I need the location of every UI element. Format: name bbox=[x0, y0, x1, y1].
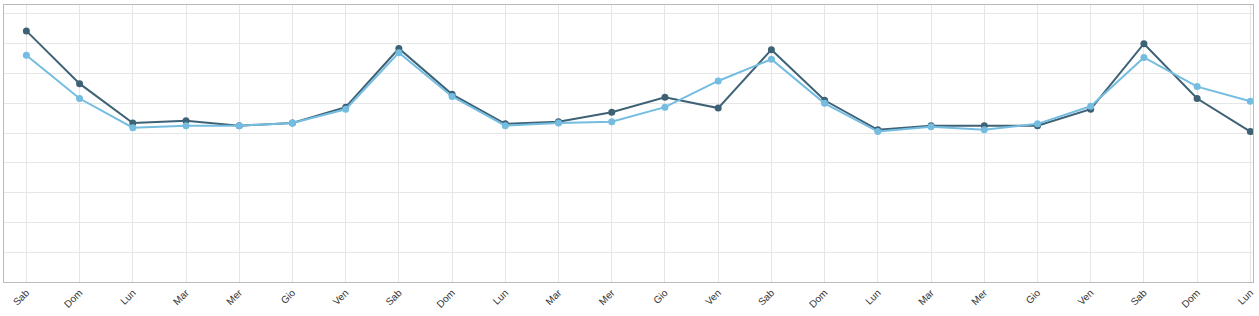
svg-text:Gio: Gio bbox=[651, 287, 670, 306]
svg-text:Mer: Mer bbox=[224, 287, 244, 307]
svg-text:Sab: Sab bbox=[1128, 287, 1149, 308]
svg-text:Dom: Dom bbox=[62, 287, 85, 310]
svg-text:Mar: Mar bbox=[544, 287, 564, 307]
svg-text:Lun: Lun bbox=[863, 287, 883, 307]
svg-text:Dom: Dom bbox=[434, 287, 457, 310]
svg-text:Dom: Dom bbox=[807, 287, 830, 310]
svg-text:Mer: Mer bbox=[969, 287, 989, 307]
svg-text:Gio: Gio bbox=[279, 287, 298, 306]
svg-text:Sab: Sab bbox=[756, 287, 777, 308]
svg-text:Lun: Lun bbox=[1236, 287, 1256, 307]
svg-text:Ven: Ven bbox=[331, 287, 351, 307]
svg-text:Mer: Mer bbox=[597, 287, 617, 307]
svg-text:Lun: Lun bbox=[491, 287, 511, 307]
svg-text:Gio: Gio bbox=[1024, 287, 1043, 306]
svg-text:Lun: Lun bbox=[118, 287, 138, 307]
svg-text:Ven: Ven bbox=[1076, 287, 1096, 307]
svg-text:Sab: Sab bbox=[383, 287, 404, 308]
svg-text:Dom: Dom bbox=[1179, 287, 1202, 310]
svg-text:Sab: Sab bbox=[11, 287, 32, 308]
svg-text:Ven: Ven bbox=[703, 287, 723, 307]
svg-text:Mar: Mar bbox=[171, 287, 191, 307]
svg-text:Mar: Mar bbox=[916, 287, 936, 307]
